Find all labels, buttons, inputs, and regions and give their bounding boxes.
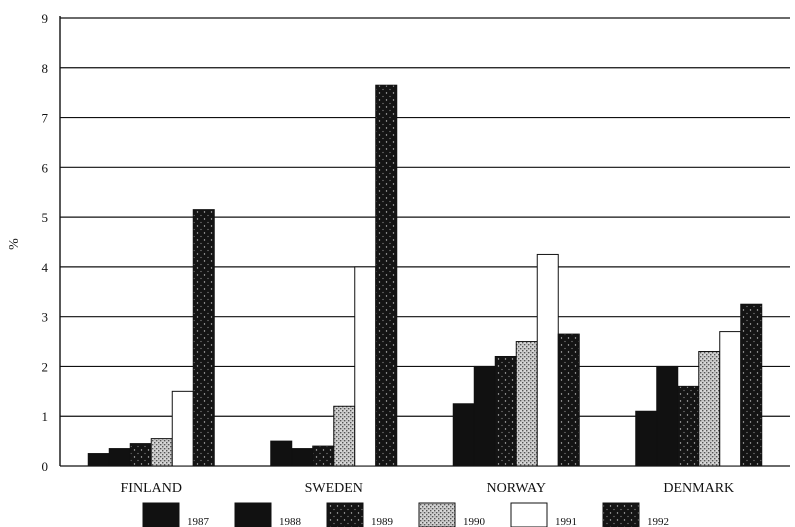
x-tick-label: NORWAY [487,481,546,496]
legend-label: 1988 [279,516,302,527]
bar-sweden-1989 [312,445,335,467]
y-tick-label: 4 [42,260,49,275]
y-tick-label: 2 [42,359,49,374]
y-tick-label: 7 [42,111,49,126]
x-tick-label: FINLAND [121,481,182,496]
legend-swatch [142,502,180,527]
bar-norway-1987 [452,403,475,467]
y-tick-label: 0 [42,459,49,474]
y-axis-label: % [7,238,22,250]
bar-denmark-1990 [698,351,721,467]
legend-swatch [602,502,640,527]
bar-denmark-1988 [656,365,679,467]
y-tick-label: 9 [42,11,49,26]
legend-label: 1992 [647,516,669,527]
y-tick-label: 5 [42,210,49,225]
bar-norway-1988 [473,365,496,467]
bar-sweden-1987 [270,440,293,467]
x-tick-label: SWEDEN [305,481,363,496]
bar-sweden-1990 [333,405,356,467]
bar-finland-1989 [129,443,152,467]
bar-denmark-1992 [740,303,763,467]
bar-finland-1990 [150,438,173,467]
legend-swatch [234,502,272,527]
bar-denmark-1987 [635,410,658,467]
legend-label: 1991 [555,516,577,527]
bars [87,84,763,467]
bar-finland-1987 [87,453,110,467]
bar-norway-1992 [557,333,580,467]
y-tick-label: 8 [42,61,49,76]
legend-swatch [326,502,364,527]
legend-swatch [510,502,548,527]
bar-finland-1992 [192,209,215,467]
bar-denmark-1989 [677,385,700,467]
x-tick-label: DENMARK [663,481,734,496]
bar-finland-1991 [171,390,194,467]
y-tick-label: 3 [42,310,49,325]
bar-norway-1991 [536,253,559,467]
legend-label: 1987 [187,516,210,527]
legend: 1987 1988 1989 1990 1991 1992 [142,502,669,527]
legend-label: 1989 [371,516,394,527]
bar-denmark-1991 [719,331,742,467]
legend-swatch [418,502,456,527]
bar-finland-1988 [108,448,131,467]
bar-sweden-1992 [375,84,398,467]
bar-sweden-1991 [354,266,377,467]
bar-norway-1989 [494,355,517,467]
y-tick-label: 1 [42,409,49,424]
bar-norway-1990 [515,341,538,467]
y-tick-label: 6 [42,160,49,175]
bar-sweden-1988 [291,448,314,467]
legend-label: 1990 [463,516,486,527]
axes: 0 1 2 3 4 5 6 7 8 9 FINLAND SWEDEN NORWAY DENMARK [42,11,735,496]
